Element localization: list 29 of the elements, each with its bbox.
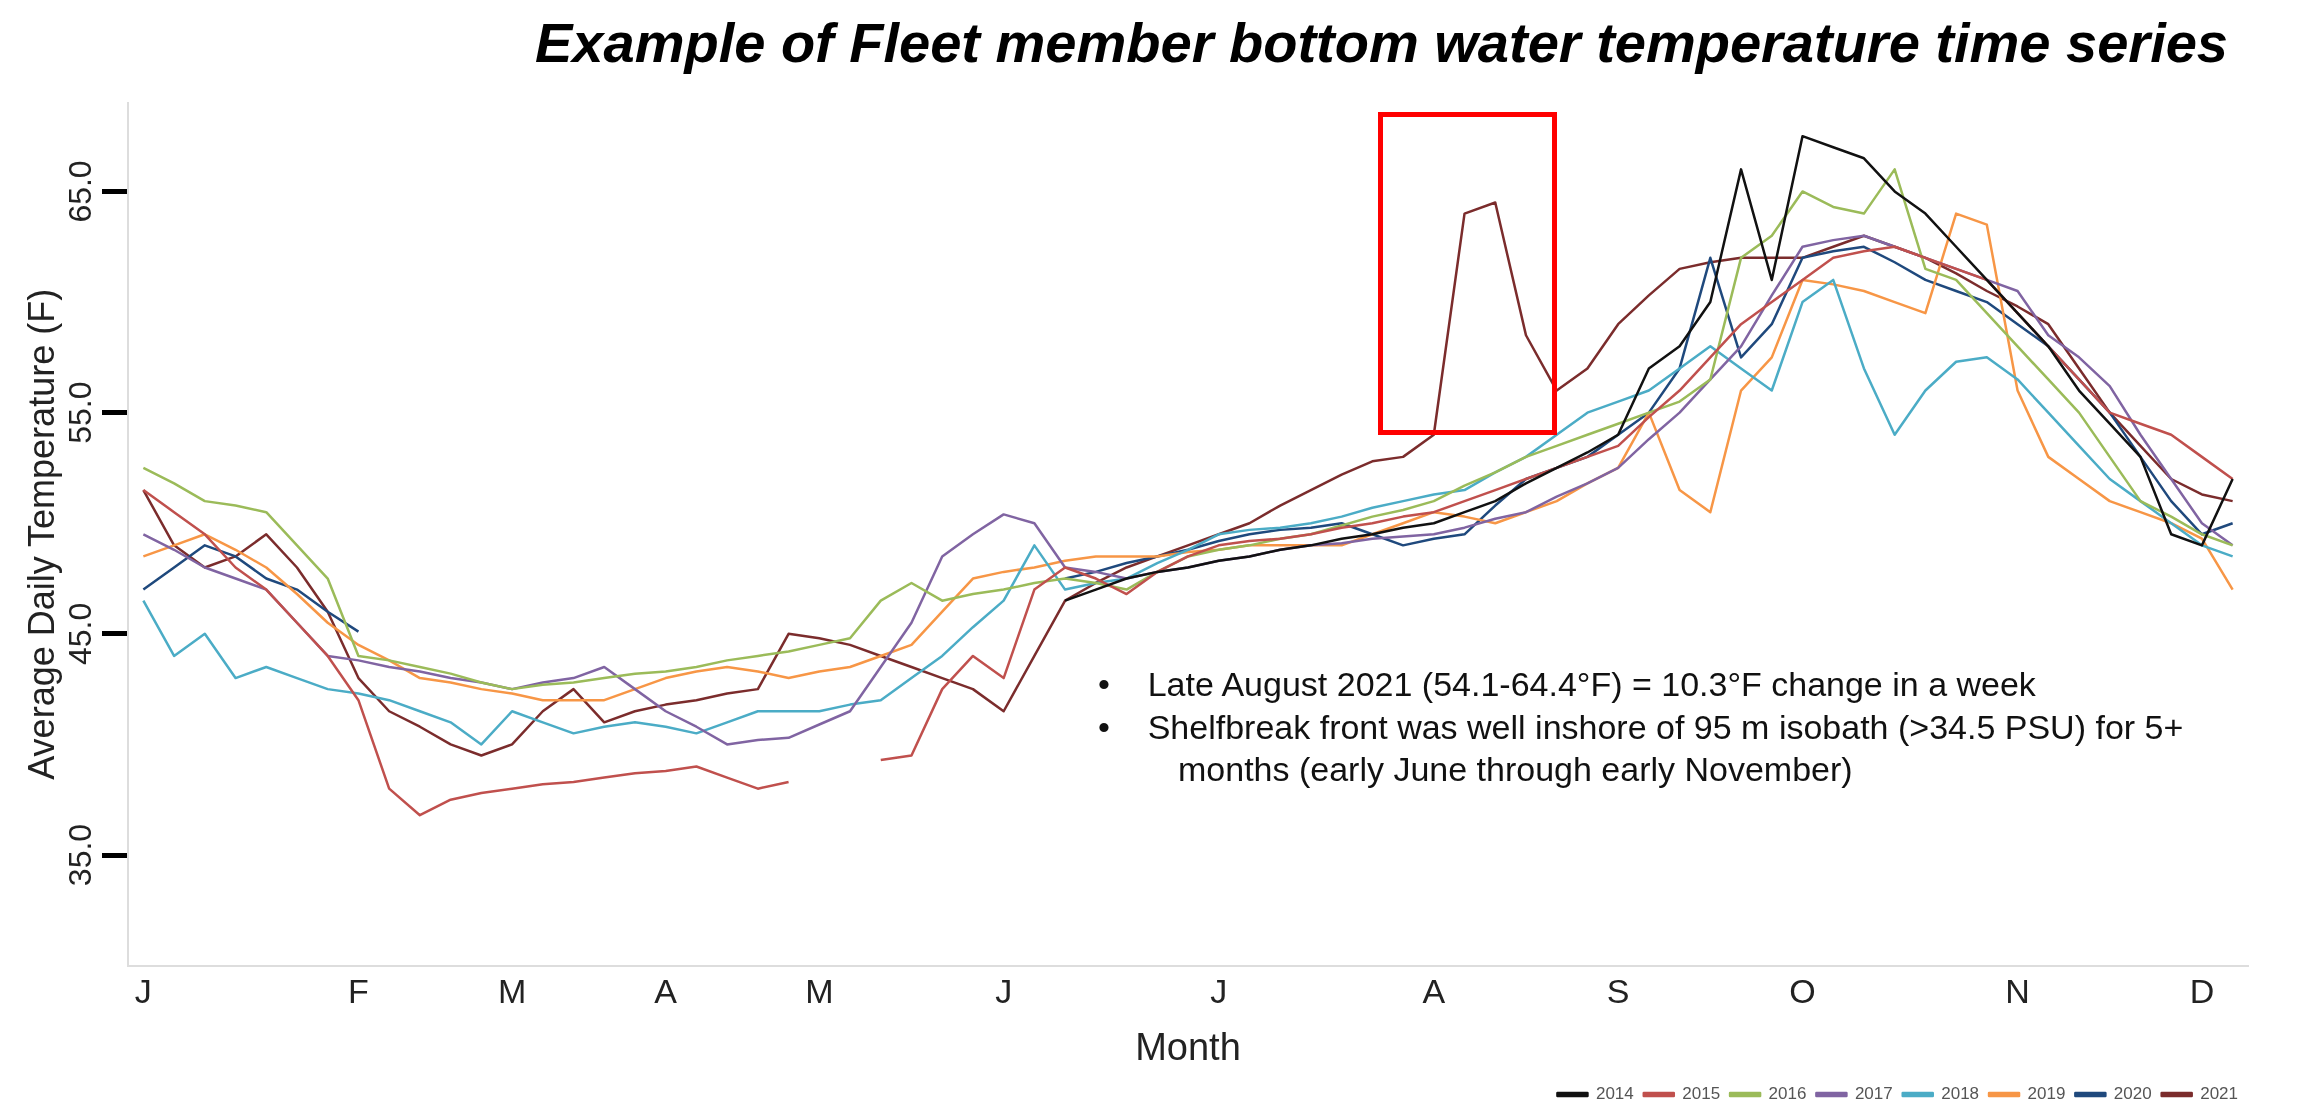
y-tick-label: 35.0 bbox=[61, 823, 98, 887]
legend-label: 2016 bbox=[1768, 1084, 1807, 1104]
legend-label: 2020 bbox=[2113, 1084, 2152, 1104]
x-tick-label: D bbox=[2189, 972, 2215, 1011]
x-tick-label: O bbox=[1789, 972, 1816, 1011]
y-tick-label: 45.0 bbox=[61, 602, 98, 665]
legend-label: 2019 bbox=[2027, 1084, 2066, 1104]
chart-title: Example of Fleet member bottom water temperature time series bbox=[534, 10, 2229, 75]
x-tick-label: F bbox=[348, 972, 369, 1011]
y-tick-label: 55.0 bbox=[61, 381, 98, 444]
y-tick-label: 65.0 bbox=[61, 160, 98, 223]
y-axis-title: Average Daily Temperature (F) bbox=[20, 288, 62, 780]
legend-label: 2014 bbox=[1595, 1084, 1634, 1104]
x-tick-label: J bbox=[995, 972, 1013, 1011]
x-tick-label: A bbox=[1422, 972, 1446, 1011]
x-tick-label: M bbox=[805, 972, 834, 1011]
x-tick-label: J bbox=[1210, 972, 1228, 1011]
x-tick-label: A bbox=[654, 972, 678, 1011]
annotation: • Shelfbreak front was well inshore of 95 m isobath (>34.5 PSU) for 5+ months (early June through early November) bbox=[1098, 706, 2185, 790]
x-tick-label: J bbox=[134, 972, 152, 1011]
annotation: • Late August 2021 (54.1-64.4°F) = 10.3°F change in a week bbox=[1098, 664, 2037, 705]
x-tick-label: N bbox=[2005, 972, 2030, 1011]
legend-label: 2021 bbox=[2200, 1084, 2239, 1104]
x-axis-title: Month bbox=[1135, 1025, 1241, 1068]
x-tick-label: S bbox=[1606, 972, 1630, 1011]
legend-label: 2015 bbox=[1682, 1084, 1721, 1104]
legend-label: 2018 bbox=[1941, 1084, 1980, 1104]
legend-label: 2017 bbox=[1854, 1084, 1893, 1104]
x-tick-label: M bbox=[497, 972, 527, 1011]
